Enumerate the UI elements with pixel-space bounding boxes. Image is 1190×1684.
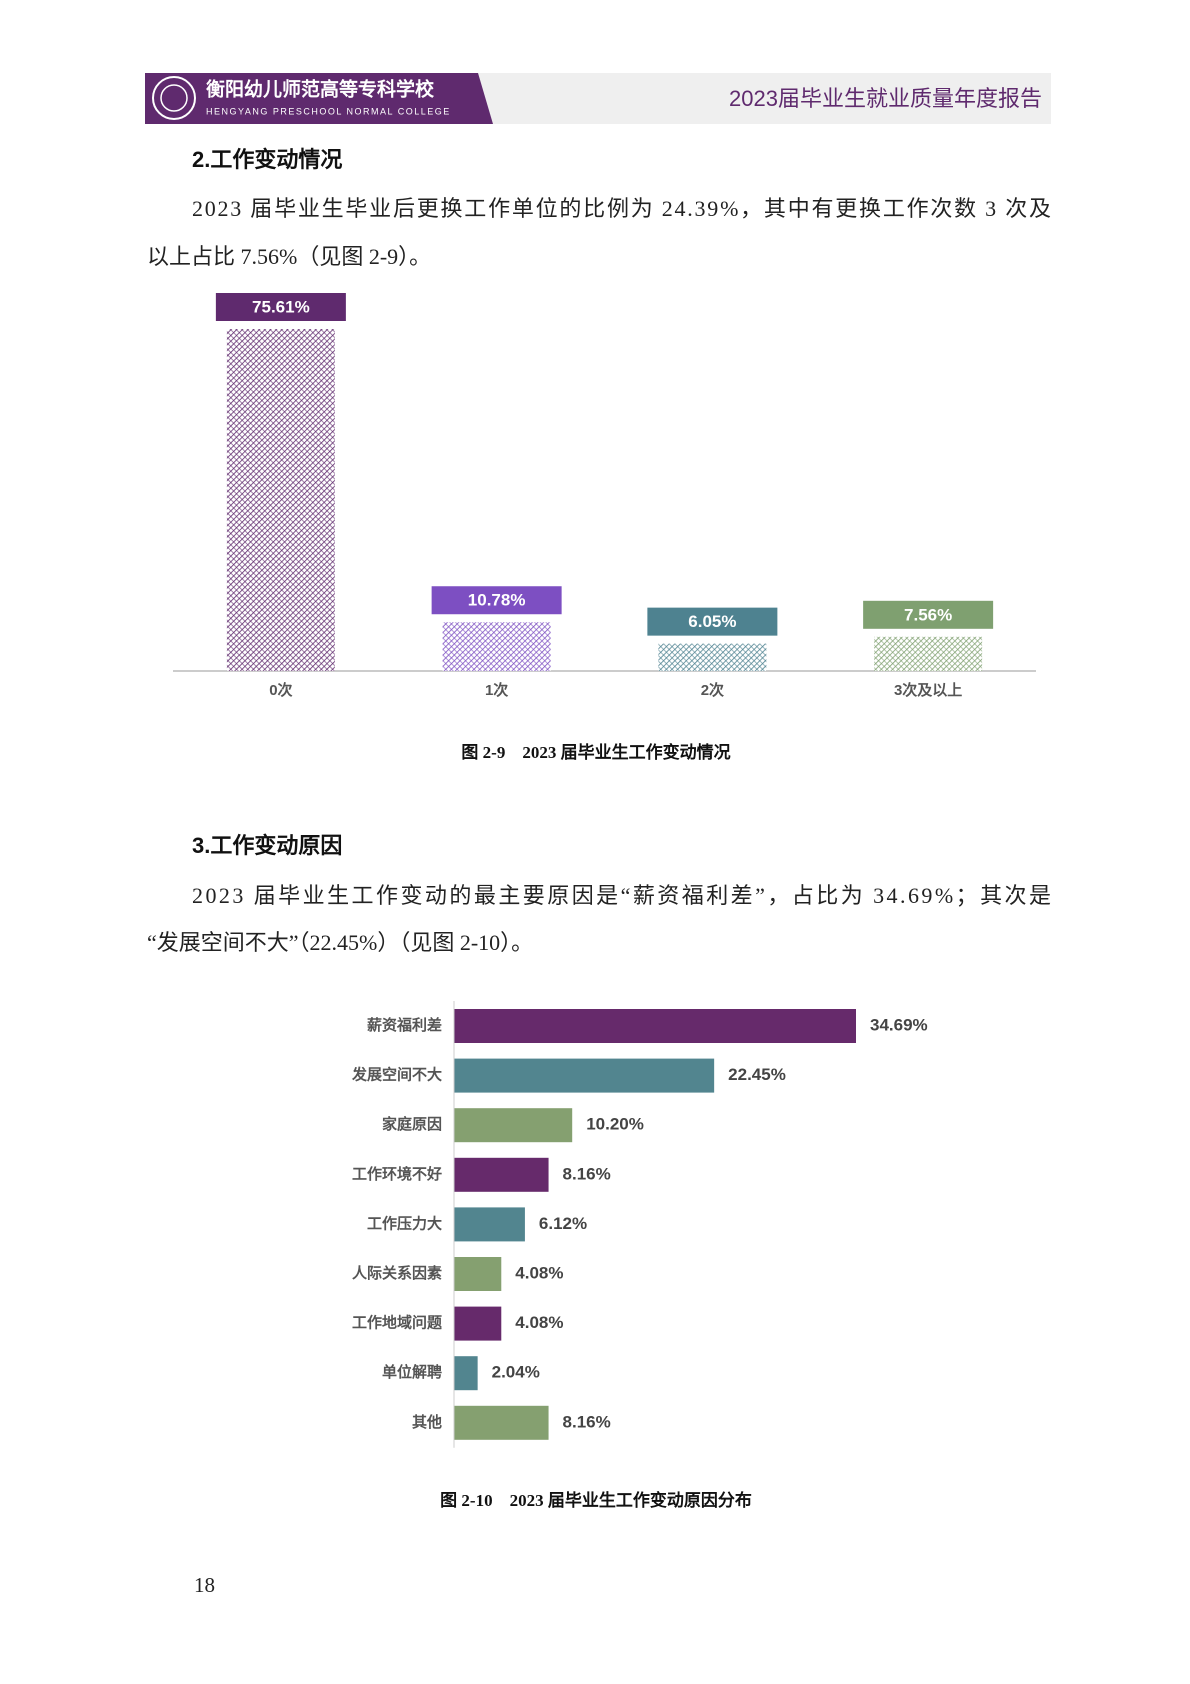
y-tick-label: 工作压力大	[367, 1214, 442, 1232]
x-tick-label: 2次	[701, 681, 724, 699]
value-label: 7.56%	[904, 605, 952, 624]
school-emblem	[152, 76, 196, 120]
bar	[454, 1306, 502, 1341]
bar	[226, 329, 335, 671]
x-tick-label: 3次及以上	[894, 681, 962, 699]
bar	[874, 636, 983, 671]
bar	[442, 622, 551, 671]
value-label: 8.16%	[563, 1412, 611, 1431]
value-label-box	[431, 586, 562, 615]
bar	[454, 1257, 502, 1291]
bar	[454, 1108, 573, 1143]
figure-caption: 图 2-9 2023 届毕业生工作变动情况	[461, 742, 730, 762]
y-tick-label: 工作环境不好	[352, 1165, 442, 1183]
bar	[454, 1405, 549, 1440]
value-label-box	[647, 607, 778, 636]
value-label: 75.61%	[252, 297, 310, 316]
section-heading: 3.工作变动原因	[192, 833, 342, 858]
value-label: 4.08%	[515, 1263, 563, 1282]
section-heading: 2.工作变动情况	[192, 147, 342, 172]
school-name: 衡阳幼儿师范高等专科学校	[206, 77, 435, 100]
paragraph-line: 2023 届毕业生工作变动的最主要原因是“薪资福利差”，占比为 34.69%；其…	[192, 883, 1051, 908]
school-emblem-inner	[160, 84, 188, 112]
value-label: 6.05%	[688, 612, 736, 631]
y-tick-label: 发展空间不大	[351, 1066, 442, 1084]
value-label: 8.16%	[563, 1164, 611, 1183]
y-tick-label: 家庭原因	[382, 1115, 442, 1133]
school-name-en: HENGYANG PRESCHOOL NORMAL COLLEGE	[206, 106, 451, 116]
x-tick-label: 1次	[485, 681, 508, 699]
y-tick-label: 人际关系因素	[352, 1264, 442, 1282]
x-tick-label: 0次	[269, 681, 292, 699]
paragraph-line: 2023 届毕业生毕业后更换工作单位的比例为 24.39%，其中有更换工作次数 …	[192, 196, 1051, 221]
y-tick-label: 薪资福利差	[367, 1016, 442, 1034]
report-title: 2023届毕业生就业质量年度报告	[729, 86, 1042, 111]
value-label: 4.08%	[515, 1313, 563, 1332]
bar	[658, 643, 767, 671]
value-label: 34.69%	[870, 1015, 928, 1034]
chart-job-changes: 75.61% 0次 10.78% 1次 6.05% 2次 7.56% 3次及以上	[173, 293, 1036, 699]
header-logo-band	[145, 73, 493, 124]
value-label: 22.45%	[728, 1065, 786, 1084]
paragraph-line: 以上占比 7.56%（见图 2-9）。	[147, 244, 431, 269]
y-tick-label: 其他	[412, 1413, 442, 1431]
y-tick-label: 工作地域问题	[352, 1314, 443, 1332]
paragraph-line: “发展空间不大”（22.45%）（见图 2-10）。	[147, 930, 533, 955]
page-number: 18	[194, 1573, 215, 1597]
value-label: 2.04%	[492, 1363, 540, 1382]
value-label: 10.20%	[586, 1115, 644, 1134]
chart-change-reasons: 薪资福利差 34.69% 发展空间不大 22.45% 家庭原因 10.20% 工作环境不好 8…	[351, 1001, 928, 1448]
value-label: 6.12%	[539, 1214, 587, 1233]
bar	[454, 1207, 525, 1242]
y-tick-label: 单位解聘	[382, 1363, 442, 1381]
value-label-box	[863, 600, 994, 629]
bar	[454, 1356, 478, 1391]
bar	[454, 1058, 715, 1093]
bar	[454, 1157, 549, 1192]
figure-caption: 图 2-10 2023 届毕业生工作变动原因分布	[440, 1490, 752, 1510]
value-label-box	[215, 293, 346, 321]
bar	[454, 1009, 856, 1043]
value-label: 10.78%	[468, 591, 526, 610]
